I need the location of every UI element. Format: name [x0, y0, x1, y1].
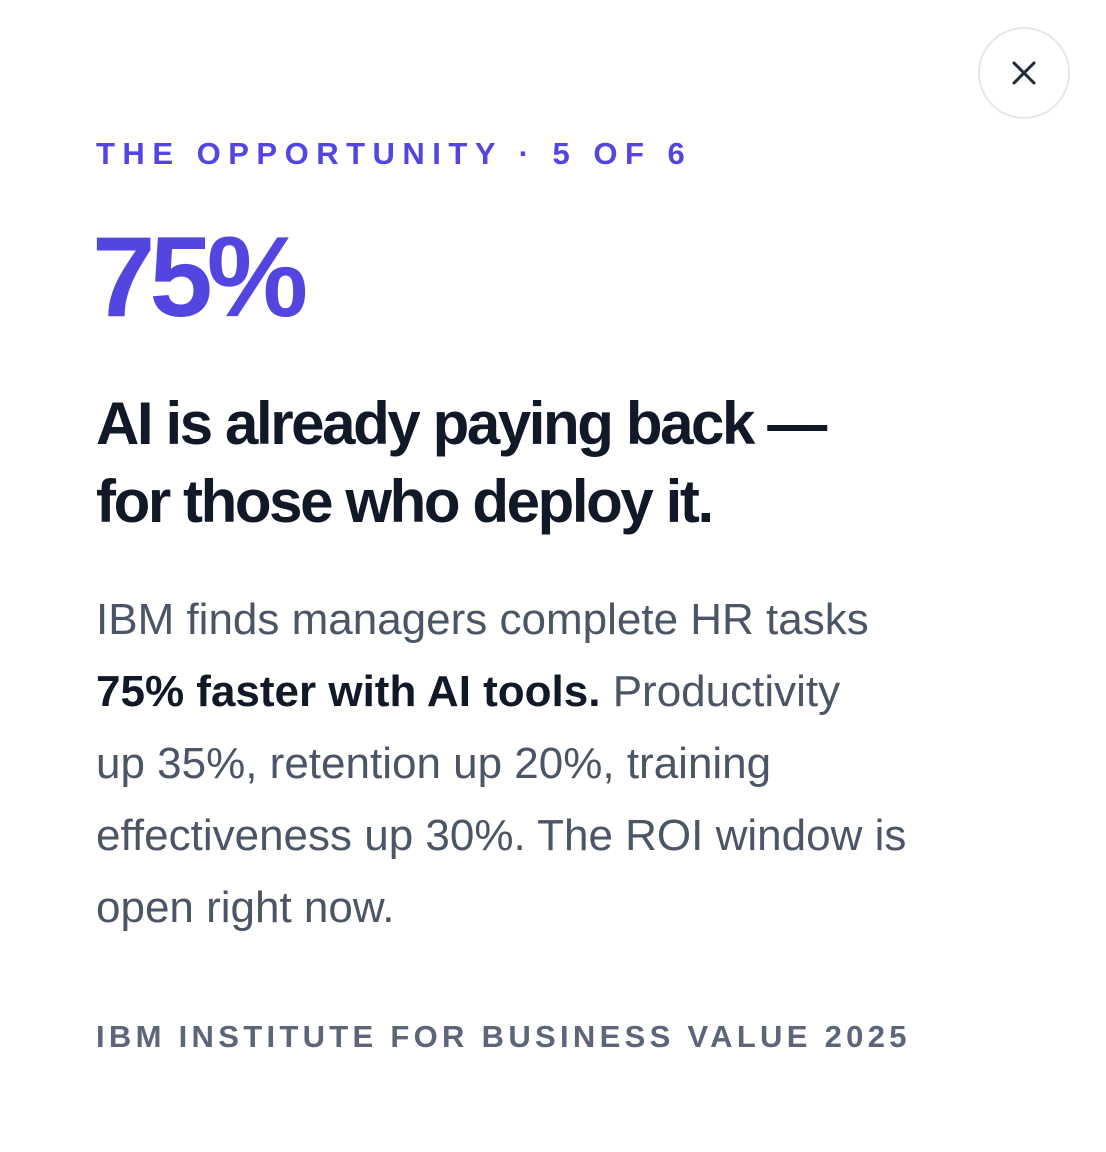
headline-line-2: for those who deploy it. — [96, 468, 714, 535]
page-title: AI is already paying back — for those wh… — [96, 385, 996, 541]
body-line-3: up 35%, retention up 20%, training — [96, 739, 772, 788]
headline-stat: 75% — [92, 214, 308, 341]
body-line-5: open right now. — [96, 883, 395, 932]
close-icon — [1012, 61, 1036, 85]
section-eyebrow: THE OPPORTUNITY · 5 OF 6 — [96, 136, 693, 171]
source-citation: IBM INSTITUTE FOR BUSINESS VALUE 2025 — [96, 1019, 911, 1054]
close-button[interactable] — [978, 27, 1070, 119]
body-line-4: effectiveness up 30%. The ROI window is — [96, 811, 907, 860]
body-line-1: IBM finds managers complete HR tasks — [96, 595, 869, 644]
body-highlight: 75% faster with AI tools. — [96, 667, 601, 716]
headline-line-1: AI is already paying back — — [96, 390, 827, 457]
body-line-2: 75% faster with AI tools. Productivity — [96, 656, 1016, 728]
body-line-2-rest: Productivity — [600, 667, 841, 716]
body-paragraph: IBM finds managers complete HR tasks 75%… — [96, 584, 1016, 944]
